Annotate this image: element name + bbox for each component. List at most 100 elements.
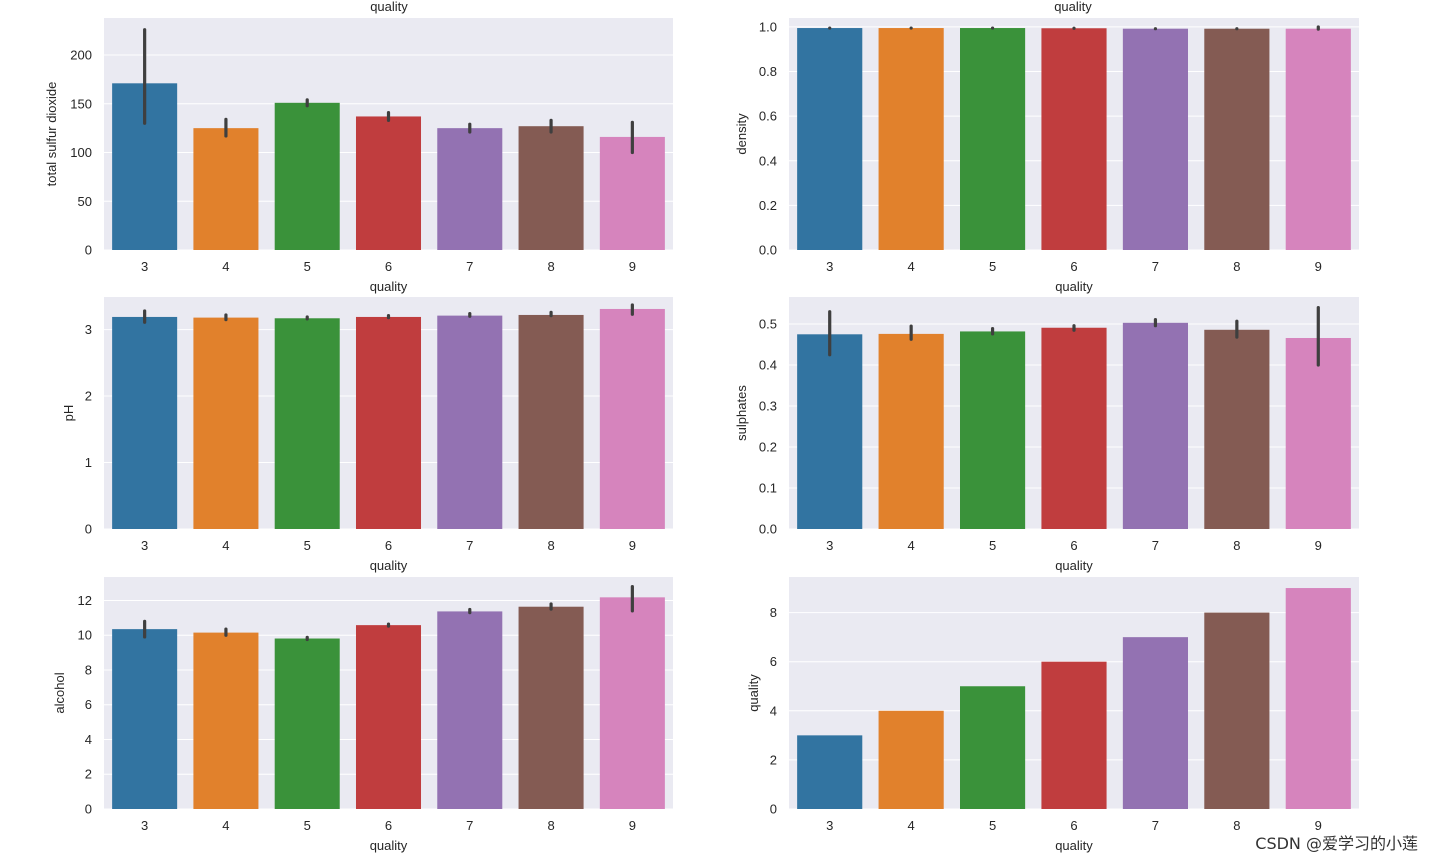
bar-quality-5 (960, 28, 1026, 250)
x-tick-label: 5 (989, 818, 996, 833)
bar-quality-7 (437, 315, 503, 529)
x-tick-label: 6 (1070, 818, 1077, 833)
y-tick-label: 6 (770, 654, 777, 669)
x-tick-label: 9 (1315, 538, 1322, 553)
x-tick-label: 5 (304, 259, 311, 274)
bar-quality-9 (599, 597, 665, 809)
bar-quality-6 (355, 116, 422, 250)
bar-quality-4 (193, 128, 259, 250)
bar-quality-5 (274, 318, 340, 529)
bar-quality-7 (437, 611, 503, 809)
y-tick-label: 0.1 (759, 481, 777, 496)
bar-quality-3 (797, 735, 863, 809)
y-tick-label: 0.4 (759, 153, 777, 168)
bar-quality-4 (878, 333, 944, 529)
bar-quality-9 (1285, 588, 1351, 809)
x-tick-label: 4 (222, 818, 229, 833)
y-tick-label: 0.2 (759, 198, 777, 213)
watermark: CSDN @爱学习的小莲 (1255, 834, 1418, 853)
y-tick-label: 2 (85, 389, 92, 404)
y-tick-label: 0.0 (759, 243, 777, 258)
x-axis-label: quality (370, 279, 408, 294)
y-tick-label: 0 (85, 802, 92, 817)
bar-quality-5 (274, 102, 340, 250)
y-tick-label: 8 (770, 605, 777, 620)
x-tick-label: 5 (304, 818, 311, 833)
bar-quality-8 (518, 126, 584, 250)
y-tick-label: 0 (85, 522, 92, 537)
x-tick-label: 8 (547, 538, 554, 553)
y-tick-label: 4 (85, 732, 92, 747)
y-tick-label: 0.3 (759, 399, 777, 414)
x-tick-label: 9 (1315, 818, 1322, 833)
y-axis-label: alcohol (52, 672, 67, 713)
y-tick-label: 6 (85, 697, 92, 712)
x-tick-label: 8 (547, 818, 554, 833)
y-axis-label: quality (746, 674, 761, 712)
subplot-5: 0 2 4 6 8 10 12 3 4 5 6 7 8 9 quality alcohol (52, 577, 673, 853)
bar-quality-6 (1041, 28, 1107, 251)
bar-quality-8 (1204, 28, 1270, 251)
x-axis-label: quality (1055, 279, 1093, 294)
bar-quality-8 (518, 606, 584, 809)
x-tick-label: 7 (466, 538, 473, 553)
y-tick-label: 0.6 (759, 109, 777, 124)
x-tick-label: 8 (1233, 538, 1240, 553)
x-tick-label: 7 (1152, 538, 1159, 553)
bar-quality-8 (1204, 612, 1270, 809)
bar-quality-7 (1122, 637, 1188, 809)
bar-quality-9 (599, 136, 665, 250)
y-axis-label: pH (61, 405, 76, 422)
y-tick-label: 1.0 (759, 19, 777, 34)
x-axis-label: quality (1055, 558, 1093, 573)
x-tick-label: 4 (908, 538, 915, 553)
y-axis-label: density (734, 113, 749, 155)
y-tick-label: 10 (78, 628, 92, 643)
bar-quality-3 (112, 316, 178, 529)
x-tick-label: 6 (385, 818, 392, 833)
bar-quality-6 (355, 316, 422, 529)
y-tick-label: 2 (770, 752, 777, 767)
bar-quality-5 (960, 331, 1026, 529)
x-axis-label: quality (370, 838, 408, 853)
x-tick-label: 6 (385, 259, 392, 274)
clipped-top-xlabel-right: quality (1054, 0, 1092, 14)
y-tick-label: 0 (770, 802, 777, 817)
bar-quality-4 (193, 632, 259, 809)
x-tick-label: 4 (908, 259, 915, 274)
clipped-top-xlabel-left: quality (370, 0, 408, 14)
bar-quality-6 (1041, 327, 1107, 529)
x-tick-label: 6 (1070, 538, 1077, 553)
y-axis-label: total sulfur dioxide (44, 82, 59, 187)
x-tick-label: 9 (1315, 259, 1322, 274)
y-axis-label: sulphates (734, 385, 749, 441)
bar-quality-6 (355, 625, 422, 809)
y-tick-label: 50 (78, 194, 92, 209)
x-tick-label: 7 (1152, 818, 1159, 833)
y-tick-label: 0.5 (759, 317, 777, 332)
y-tick-label: 2 (85, 767, 92, 782)
bar-quality-4 (878, 28, 944, 250)
y-tick-label: 3 (85, 322, 92, 337)
x-tick-label: 7 (1152, 259, 1159, 274)
y-tick-label: 0.0 (759, 522, 777, 537)
subplot-2: 0.0 0.2 0.4 0.6 0.8 1.0 3 4 5 6 7 8 9 quality density (734, 18, 1359, 294)
bar-quality-7 (437, 128, 503, 250)
x-tick-label: 6 (385, 538, 392, 553)
bar-quality-3 (112, 629, 178, 809)
y-tick-label: 100 (70, 145, 92, 160)
y-tick-label: 200 (70, 48, 92, 63)
y-tick-label: 150 (70, 96, 92, 111)
y-tick-label: 4 (770, 703, 777, 718)
x-tick-label: 9 (629, 259, 636, 274)
x-tick-label: 5 (989, 259, 996, 274)
x-tick-label: 8 (1233, 818, 1240, 833)
bar-quality-9 (1285, 28, 1351, 251)
subplot-3: 0 1 2 3 3 4 5 6 7 8 9 quality pH (61, 297, 673, 573)
x-tick-label: 6 (1070, 259, 1077, 274)
bar-quality-7 (1122, 28, 1188, 251)
bar-quality-4 (193, 317, 259, 529)
x-tick-label: 5 (304, 538, 311, 553)
